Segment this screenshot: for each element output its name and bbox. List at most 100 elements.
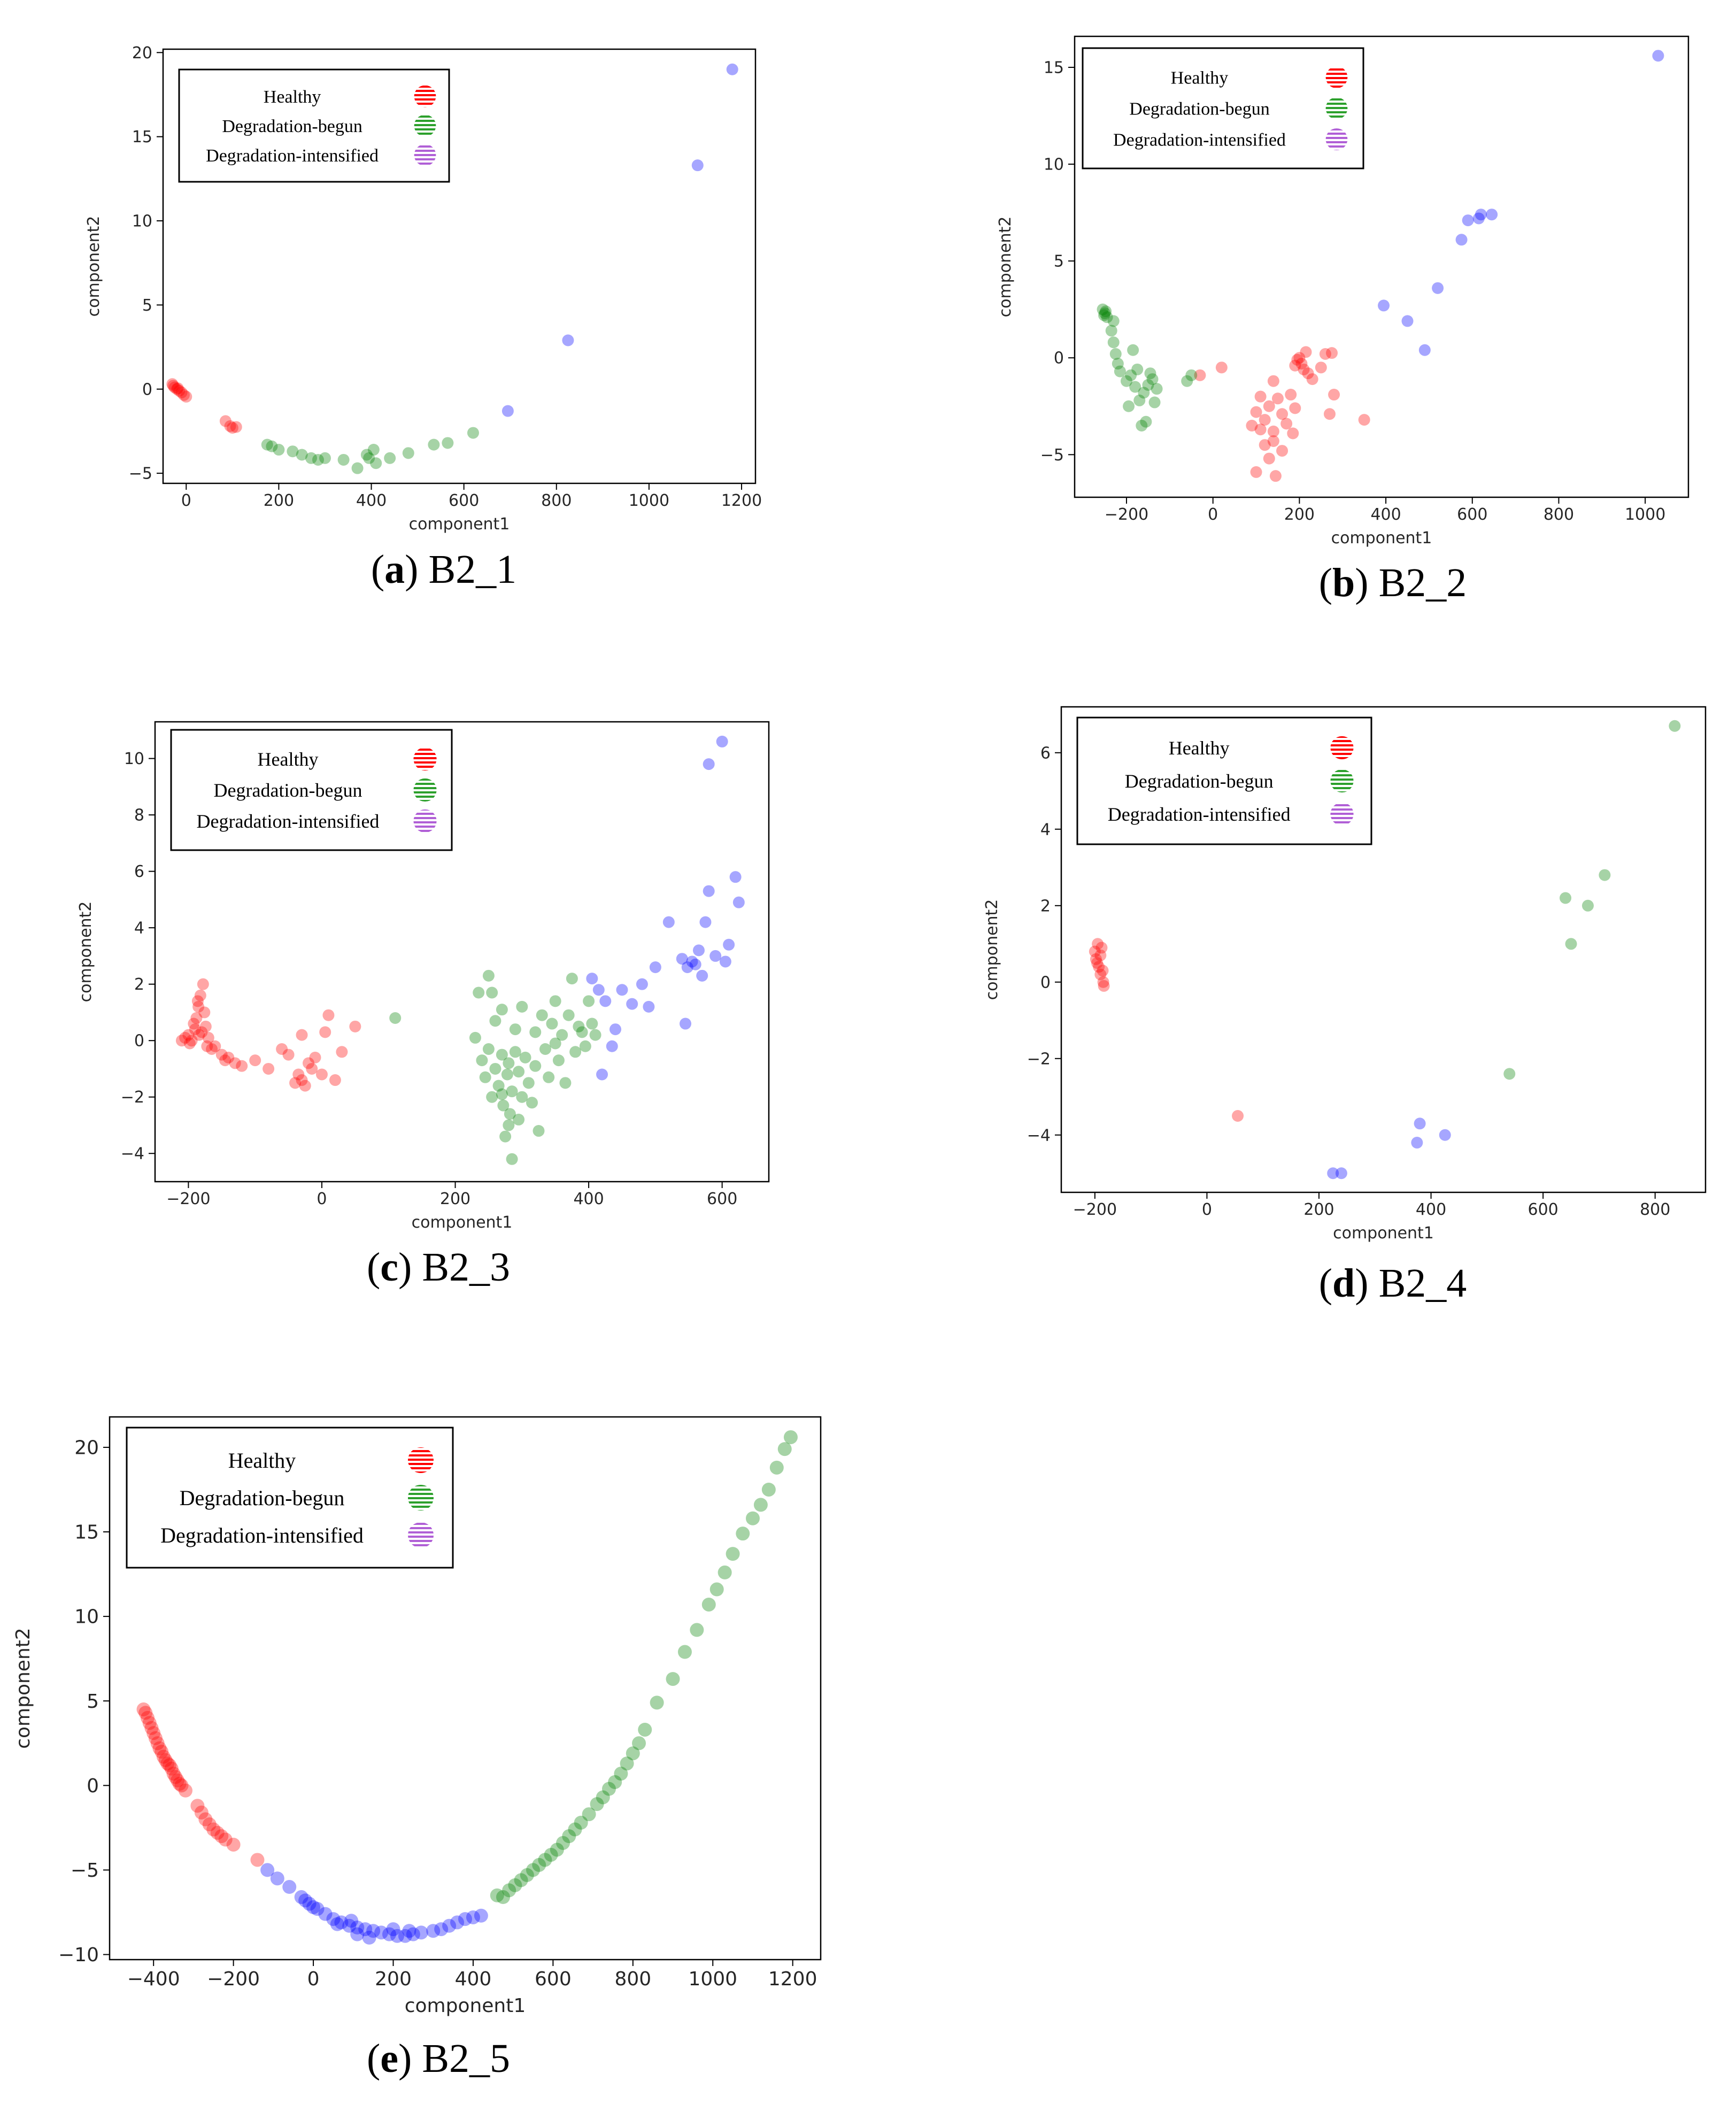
series-healthy <box>175 978 361 1092</box>
data-point <box>1100 305 1112 318</box>
legend-marker <box>413 778 437 802</box>
data-point <box>469 1031 481 1044</box>
data-point <box>1315 361 1327 374</box>
data-point <box>729 871 742 883</box>
data-point <box>1093 961 1105 973</box>
data-point <box>191 995 204 1007</box>
chart-b: −200 0 200 400 600 800 1000 −5 0 5 10 15 component1 c… <box>996 35 1689 605</box>
data-point <box>183 1037 196 1050</box>
y-tick-label: 2 <box>134 975 144 994</box>
data-point <box>549 1037 561 1050</box>
data-point <box>222 1051 235 1063</box>
data-point <box>1335 1167 1347 1180</box>
data-point <box>496 1890 510 1905</box>
legend-marker <box>1325 97 1348 119</box>
y-tick-label: 0 <box>142 380 152 399</box>
subfigure-caption: (a) B2_1 <box>371 547 516 592</box>
x-tick-label: 800 <box>541 491 572 510</box>
data-point <box>389 1012 402 1024</box>
data-point <box>1107 315 1120 327</box>
data-point <box>292 1068 305 1081</box>
data-point <box>473 986 485 999</box>
data-point <box>289 1077 302 1089</box>
data-point <box>543 1071 555 1083</box>
data-point <box>677 1645 692 1659</box>
data-point <box>1181 375 1193 387</box>
data-point <box>434 1922 449 1937</box>
data-point <box>192 1000 205 1013</box>
data-point <box>402 447 414 459</box>
data-point <box>1140 415 1152 428</box>
y-tick-label: 6 <box>134 862 144 881</box>
legend: Healthy Degradation-begun Degradation-inte… <box>1082 47 1364 169</box>
data-point <box>690 1623 704 1637</box>
data-point <box>726 63 738 75</box>
x-axis-label: component1 <box>412 1213 513 1232</box>
data-point <box>1138 387 1150 399</box>
y-tick-label: 10 <box>1044 156 1064 174</box>
data-point <box>458 1912 472 1926</box>
y-tick-label: −5 <box>71 1860 99 1882</box>
legend-marker <box>1330 769 1354 793</box>
data-point <box>556 1029 568 1041</box>
data-point <box>717 1565 732 1579</box>
data-point <box>140 1710 155 1725</box>
legend-box <box>178 68 450 183</box>
legend-marker <box>413 809 437 833</box>
data-point <box>562 1829 576 1844</box>
data-point <box>726 1547 740 1561</box>
data-point <box>406 1927 420 1941</box>
data-point <box>620 1756 634 1771</box>
data-point <box>166 1767 181 1781</box>
series-degradation-begun <box>490 1430 798 1905</box>
data-point <box>1215 361 1228 374</box>
data-point <box>676 953 688 965</box>
data-point <box>539 1043 551 1055</box>
data-point <box>686 955 698 968</box>
series-healthy <box>1089 938 1244 1122</box>
data-point <box>529 1060 542 1072</box>
data-point <box>309 1051 321 1063</box>
data-point <box>172 382 184 395</box>
data-point <box>214 1829 229 1844</box>
data-point <box>769 1460 784 1475</box>
data-point <box>197 978 209 990</box>
x-tick-label: 1000 <box>688 1968 737 1990</box>
data-point <box>1148 396 1161 408</box>
data-point <box>783 1430 798 1444</box>
data-point <box>305 452 317 464</box>
data-point <box>298 1893 313 1908</box>
data-point <box>1109 348 1122 360</box>
data-point <box>1298 363 1310 375</box>
data-point <box>1146 373 1159 386</box>
data-point <box>1326 347 1338 359</box>
data-point <box>549 995 561 1007</box>
x-tick-label: 800 <box>1640 1200 1670 1219</box>
data-point <box>390 1929 404 1943</box>
data-point <box>249 1054 261 1067</box>
data-point <box>1254 390 1267 403</box>
data-point <box>1144 367 1156 380</box>
x-axis-label: component1 <box>409 515 510 534</box>
data-point <box>182 1029 195 1041</box>
data-point <box>1267 375 1279 387</box>
x-tick-label: −200 <box>166 1190 210 1208</box>
data-point <box>1097 303 1109 315</box>
data-point <box>1098 980 1110 992</box>
data-point <box>1129 381 1141 393</box>
y-tick-label: 20 <box>74 1437 99 1459</box>
legend-marker <box>408 1522 434 1548</box>
data-point <box>189 1023 201 1036</box>
legend-label: Degradation-begun <box>214 780 362 801</box>
data-point <box>1599 869 1611 881</box>
x-tick-label: 0 <box>1202 1200 1212 1219</box>
chart-e: −400 −200 0 200 400 600 800 1000 1200 −10 −5 0 5 10 15… <box>12 1416 822 2081</box>
x-tick-label: 400 <box>1416 1200 1446 1219</box>
data-point <box>504 1108 516 1120</box>
data-point <box>201 1040 213 1052</box>
x-tick-label: −200 <box>1105 505 1148 524</box>
y-axis-label: component2 <box>983 899 1001 1000</box>
data-point <box>158 1753 173 1767</box>
data-point <box>496 1088 508 1100</box>
